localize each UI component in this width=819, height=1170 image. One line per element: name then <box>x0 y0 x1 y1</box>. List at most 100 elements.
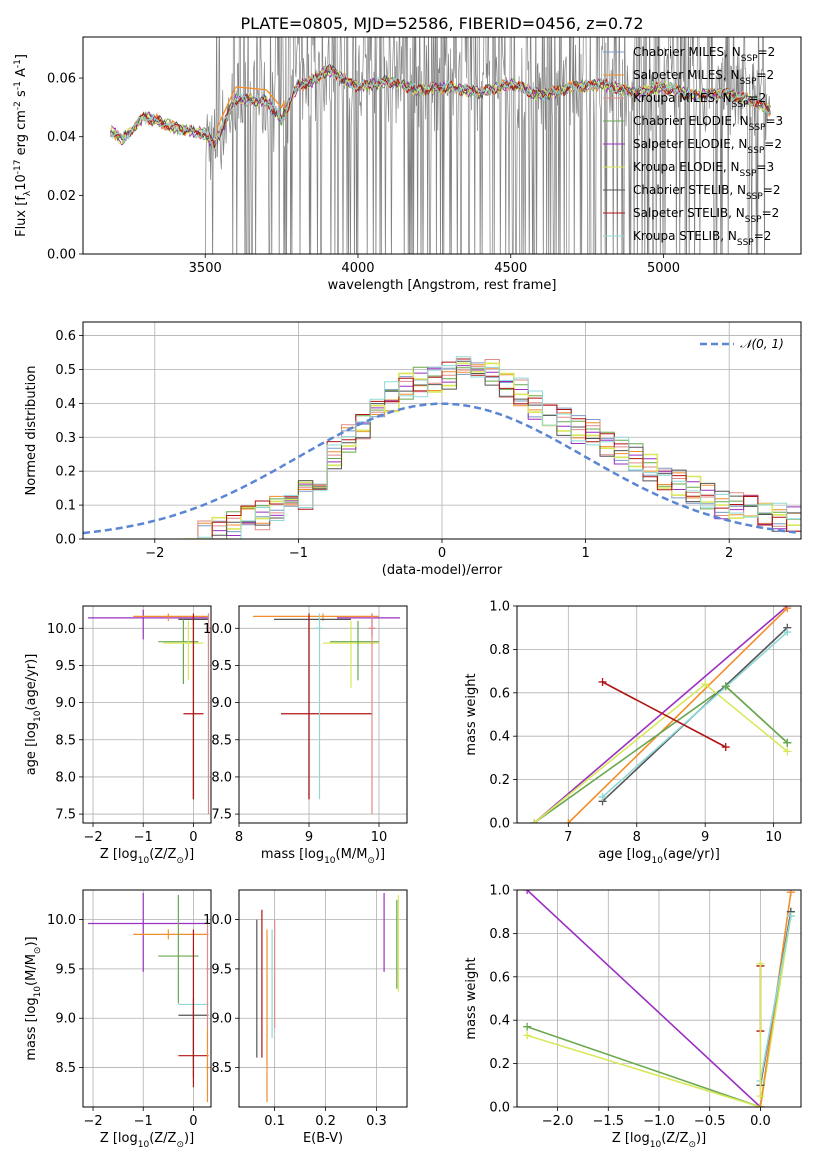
y-tick-label: 0.6 <box>489 686 510 701</box>
mass-vs-ebv-frame <box>238 889 408 1108</box>
x-tick-label: −1 <box>134 830 153 845</box>
figure-title: PLATE=0805, MJD=52586, FIBERID=0456, z=0… <box>240 14 643 33</box>
x-tick-label: 0 <box>438 546 446 561</box>
residual-histogram-step <box>183 359 801 539</box>
errorbar-point <box>158 894 199 1004</box>
model-spectrum-line <box>110 64 771 147</box>
mass-weight-marker <box>721 743 730 752</box>
x-tick-label: 1 <box>581 546 589 561</box>
y-tick-label: 9.5 <box>211 962 232 977</box>
age-vs-mass-frame <box>238 605 408 824</box>
mass-weight-marker <box>783 747 792 756</box>
y-tick-label: 0.8 <box>489 643 510 658</box>
mass-weight-marker <box>598 677 607 686</box>
y-tick-label: 1.0 <box>489 884 510 899</box>
age-vs-z-axes: −2 −1 0 7.5 8.0 8.5 9.0 9.5 10.0 Z [log10(Z/Z⊙)] a… <box>24 605 212 866</box>
mass-weight-line <box>526 890 761 1107</box>
y-tick-label: 9.0 <box>211 1012 232 1027</box>
residual-histogram-axes: −2 −1 0 1 2 0.0 0.1 0.2 0.3 0.4 0.5 0.6 (data-model)… <box>24 321 802 578</box>
y-tick-label: 8.0 <box>55 770 76 785</box>
mass-vs-ebv-plot-area <box>256 892 399 1103</box>
age-vs-z-ylabel: age [log10(age/yr)] <box>24 654 43 776</box>
x-tick-label: 0.0 <box>750 1114 771 1129</box>
legend-entry: Kroupa STELIB, NSSP=2 <box>633 229 771 248</box>
x-tick-label: 9 <box>305 830 313 845</box>
y-tick-label: 10.0 <box>47 622 76 637</box>
mass-weight-marker <box>783 606 792 613</box>
y-tick-label: 8.5 <box>55 1061 76 1076</box>
x-tick-label: 0 <box>189 1114 197 1129</box>
residual-histogram-panel: −2 −1 0 1 2 0.0 0.1 0.2 0.3 0.4 0.5 0.6 (data-model)… <box>24 321 802 578</box>
mass-weight-marker <box>783 738 792 747</box>
massweight-vs-z-plot-area <box>523 890 795 1107</box>
mass-weight-marker <box>721 682 730 691</box>
errorbar-point <box>88 609 209 640</box>
x-tick-label: −2 <box>83 830 102 845</box>
massweight-vs-z-xlabel: Z [log10(Z/Z⊙)] <box>612 1131 706 1150</box>
mass-vs-z-panel: −2 −1 0 8.5 9.0 9.5 10.0 Z [log10(Z/Z⊙)] mass [l… <box>24 889 212 1150</box>
residual-histogram-ylabel: Normed distribution <box>24 366 39 496</box>
mass-vs-z-frame <box>82 889 212 1108</box>
mass-weight-marker <box>523 1022 532 1031</box>
y-tick-label: 0.6 <box>55 329 76 344</box>
x-tick-label: 7 <box>564 830 572 845</box>
mass-weight-marker <box>564 819 573 823</box>
mass-weight-line <box>759 915 792 1082</box>
y-tick-label: 0.04 <box>47 130 76 145</box>
errorbar-point <box>316 613 323 800</box>
mass-vs-z-axes: −2 −1 0 8.5 9.0 9.5 10.0 Z [log10(Z/Z⊙)] mass [l… <box>24 889 212 1150</box>
y-tick-label: 0.4 <box>489 730 510 745</box>
legend-entry: 𝒩(0, 1) <box>740 337 784 351</box>
legend-entry: Salpeter STELIB, NSSP=2 <box>633 206 779 225</box>
age-vs-mass-panel: 8 9 10 7.5 8.0 8.5 9.0 9.5 10.0 mass [log10(M/M⊙)… <box>203 605 408 866</box>
x-tick-label: 10 <box>371 830 388 845</box>
y-tick-label: 10.0 <box>47 913 76 928</box>
age-vs-z-frame <box>82 605 212 824</box>
legend-entry: Kroupa MILES, NSSP=2 <box>633 91 766 110</box>
massweight-vs-age-ylabel: mass weight <box>464 673 479 755</box>
errorbar-point <box>178 929 209 1088</box>
mass-weight-line <box>601 631 788 798</box>
x-tick-label: 2 <box>725 546 733 561</box>
massweight-vs-age-plot-area <box>530 606 792 823</box>
errorbar-point <box>323 620 379 688</box>
y-tick-label: 0.2 <box>55 465 76 480</box>
legend-entry: Chabrier STELIB, NSSP=2 <box>633 183 781 202</box>
errorbar-point <box>330 620 379 681</box>
errorbar-point <box>158 619 199 685</box>
mass-vs-ebv-xlabel: E(B-V) <box>303 1131 343 1146</box>
spectrum-plot-area <box>109 37 771 254</box>
spectrum-legend: Chabrier MILES, NSSP=2 Salpeter MILES, NS… <box>603 45 783 248</box>
mass-weight-line <box>602 681 727 748</box>
y-tick-label: 0.4 <box>55 397 76 412</box>
y-tick-label: 8.5 <box>211 1061 232 1076</box>
errorbar-point <box>183 613 204 800</box>
x-tick-label: 9 <box>701 830 709 845</box>
x-tick-label: −1.0 <box>643 1114 675 1129</box>
x-tick-label: 0.2 <box>315 1114 336 1129</box>
x-tick-label: −2.0 <box>542 1114 574 1129</box>
mass-weight-line <box>725 685 788 744</box>
model-spectrum-line <box>110 63 771 149</box>
massweight-vs-age-xlabel: age [log10(age/yr)] <box>598 847 720 866</box>
y-tick-label: 9.0 <box>211 696 232 711</box>
x-tick-label: 4000 <box>341 261 374 276</box>
mass-weight-line <box>533 683 788 823</box>
y-tick-label: 9.0 <box>55 1012 76 1027</box>
x-tick-label: −1.5 <box>592 1114 624 1129</box>
x-tick-label: 8 <box>633 830 641 845</box>
mass-weight-marker <box>756 959 765 968</box>
errorbar-point <box>205 613 210 815</box>
legend-entry: Salpeter MILES, NSSP=2 <box>633 68 774 87</box>
y-tick-label: 0.02 <box>47 189 76 204</box>
mass-weight-marker <box>530 819 539 823</box>
x-tick-label: −2 <box>145 546 164 561</box>
residual-histogram-step <box>183 362 801 539</box>
x-tick-label: −1 <box>289 546 308 561</box>
spectrum-frame <box>82 36 802 255</box>
errorbar-point <box>163 620 204 681</box>
errorbar-point <box>205 1028 210 1103</box>
model-spectrum-line <box>110 63 771 150</box>
mass-weight-marker <box>756 1103 765 1107</box>
legend-entry: Chabrier ELODIE, NSSP=3 <box>633 114 783 133</box>
